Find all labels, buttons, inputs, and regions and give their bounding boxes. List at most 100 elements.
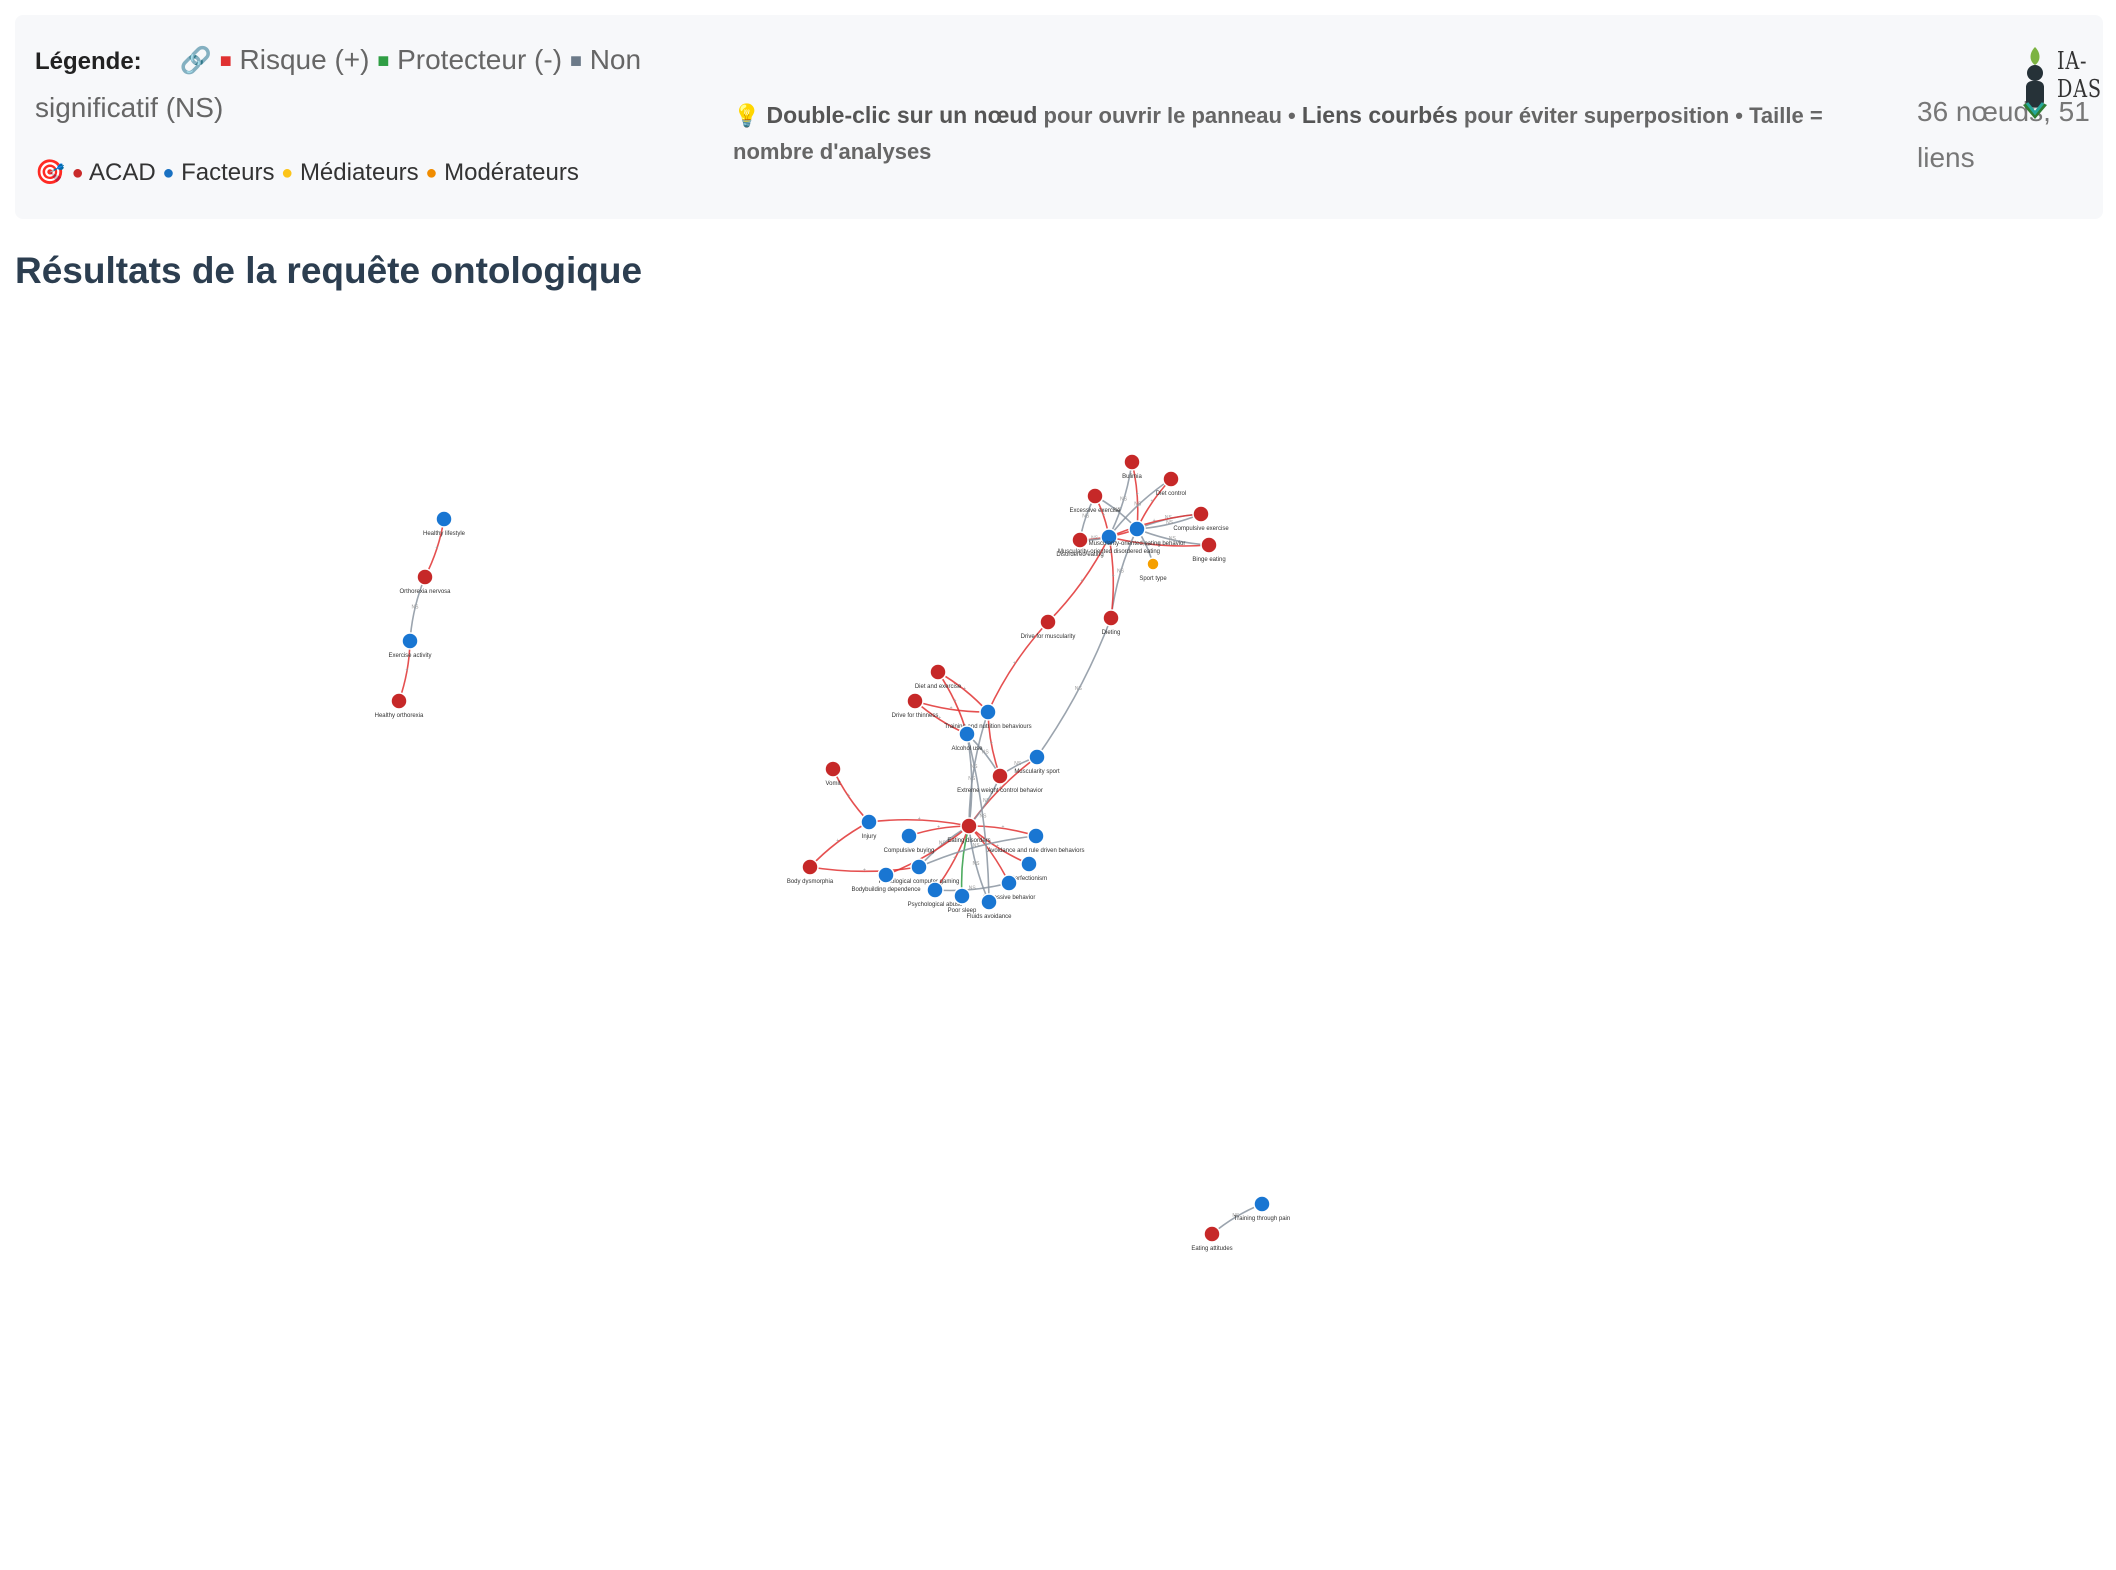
node-hub-b[interactable]: Muscularity-oriented eating behavior (1089, 520, 1186, 547)
node-exercise-activity[interactable]: Exercise activity (388, 632, 432, 659)
node-eating-disorders[interactable]: Eating disorders (947, 817, 991, 844)
network-graph[interactable]: +NS+++NSNSNS+NSNS+++NSNS+NS++NS+++++NSNS… (0, 300, 2116, 1570)
edge-hub_a-binge_eating[interactable] (1108, 536, 1210, 547)
node-pathological-gaming[interactable]: Pathological computer gaming (879, 858, 960, 885)
node-circle[interactable] (1146, 557, 1160, 571)
node-alcohol-use[interactable]: Alcohol use (951, 725, 983, 752)
node-orthorexia-nervosa[interactable]: Orthorexia nervosa (399, 568, 451, 595)
node-diet-control[interactable]: Diet control (1156, 470, 1186, 497)
edge-label: + (847, 793, 850, 799)
edge-body_dysmorphia-pathological_gaming[interactable] (809, 866, 920, 873)
node-circle[interactable] (979, 703, 997, 721)
edge-drive_muscularity-training_nutrition[interactable] (987, 621, 1049, 713)
node-circle[interactable] (1039, 613, 1057, 631)
node-label: Diet and exercise (915, 684, 962, 690)
node-healthy-orthorexia[interactable]: Healthy orthorexia (375, 692, 424, 719)
edge-pathological_gaming-avoidance[interactable] (918, 835, 1037, 868)
node-circle[interactable] (1086, 487, 1104, 505)
node-circle[interactable] (1128, 520, 1146, 538)
node-hub-a[interactable]: Muscularity-oriented disordered eating (1058, 528, 1160, 555)
node-circle[interactable] (435, 510, 453, 528)
node-circle[interactable] (860, 813, 878, 831)
node-vomit[interactable]: Vomit (824, 760, 842, 787)
edge-hub_a-compulsive_exercise[interactable] (1108, 513, 1202, 538)
node-circle[interactable] (1162, 470, 1180, 488)
edge-injury-body_dysmorphia[interactable] (809, 821, 870, 868)
node-circle[interactable] (906, 692, 924, 710)
node-label: Compulsive buying (884, 848, 935, 854)
edge-label: NS (1232, 1213, 1240, 1219)
node-circle[interactable] (877, 866, 895, 884)
node-sport-type[interactable]: Sport type (1139, 557, 1167, 582)
node-circle[interactable] (958, 725, 976, 743)
node-circle[interactable] (1071, 531, 1089, 549)
node-circle[interactable] (1028, 748, 1046, 766)
node-poor-sleep[interactable]: Poor sleep (948, 887, 977, 914)
edge-hub_a-drive_muscularity[interactable] (1047, 536, 1110, 623)
node-circle[interactable] (980, 893, 998, 911)
edge-label: NS (1014, 761, 1022, 767)
node-body-dysmorphia[interactable]: Body dysmorphia (787, 858, 834, 885)
node-fluids[interactable]: Fluids avoidance (966, 893, 1012, 920)
node-perfectionism[interactable]: Perfectionism (1011, 855, 1047, 882)
node-excessive-exercise[interactable]: Excessive exercise (1069, 487, 1121, 514)
node-psychological-abuse[interactable]: Psychological abuse (908, 881, 963, 908)
node-circle[interactable] (1200, 536, 1218, 554)
node-label: Extreme weight control behavior (957, 788, 1043, 794)
node-compulsive-buying[interactable]: Compulsive buying (884, 827, 935, 854)
node-circle[interactable] (929, 663, 947, 681)
node-training-nutrition[interactable]: Training and nutrition behaviours (944, 703, 1032, 730)
node-circle[interactable] (1192, 505, 1210, 523)
node-avoidance[interactable]: Avoidance and rule driven behaviors (988, 827, 1085, 854)
node-obsessive[interactable]: Obsessive behavior (983, 874, 1036, 901)
edge-label: NS (1134, 502, 1142, 508)
node-circle[interactable] (953, 887, 971, 905)
edge-dieting-muscularity_sport[interactable] (1036, 617, 1112, 758)
edge-label: + (996, 843, 999, 849)
edge-training_nutrition-diet_exercise[interactable] (937, 671, 989, 713)
node-circle[interactable] (1020, 855, 1038, 873)
node-drive-muscularity[interactable]: Drive for muscularity (1021, 613, 1076, 640)
node-circle[interactable] (1102, 609, 1120, 627)
node-circle[interactable] (1000, 874, 1018, 892)
node-circle[interactable] (991, 767, 1009, 785)
node-circle[interactable] (926, 881, 944, 899)
node-eating-attitudes[interactable]: Eating attitudes (1191, 1225, 1233, 1252)
node-circle[interactable] (824, 760, 842, 778)
node-bulimia[interactable]: Bulimia (1122, 453, 1142, 480)
node-diet-exercise[interactable]: Diet and exercise (915, 663, 962, 690)
node-disordered-eating[interactable]: Disordered eating (1056, 531, 1104, 558)
node-circle[interactable] (900, 827, 918, 845)
node-label: Muscularity-oriented disordered eating (1058, 549, 1160, 555)
node-circle[interactable] (1100, 528, 1118, 546)
node-training-pain[interactable]: Training through pain (1234, 1195, 1290, 1222)
node-circle[interactable] (910, 858, 928, 876)
node-circle[interactable] (1123, 453, 1141, 471)
edge-alcohol_use-fluids[interactable] (966, 733, 990, 903)
node-label: Sport type (1139, 576, 1167, 582)
node-circle[interactable] (390, 692, 408, 710)
node-binge-eating[interactable]: Binge eating (1192, 536, 1226, 563)
node-circle[interactable] (960, 817, 978, 835)
node-dieting[interactable]: Dieting (1102, 609, 1121, 636)
legend-title: Légende: (35, 48, 142, 75)
node-compulsive-exercise[interactable]: Compulsive exercise (1173, 505, 1229, 532)
edge-injury-eating_disorders[interactable] (868, 818, 970, 827)
node-healthy-lifestyle[interactable]: Healthy lifestyle (423, 510, 466, 537)
edge-bodybuilding-eating_disorders[interactable] (885, 825, 970, 876)
node-drive-thinness[interactable]: Drive for thinness (892, 692, 939, 719)
node-circle[interactable] (1253, 1195, 1271, 1213)
node-circle[interactable] (801, 858, 819, 876)
node-label: Pathological computer gaming (879, 879, 960, 885)
node-circle[interactable] (401, 632, 419, 650)
node-extreme-weight[interactable]: Extreme weight control behavior (957, 767, 1043, 794)
node-circle[interactable] (1203, 1225, 1221, 1243)
node-circle[interactable] (416, 568, 434, 586)
legend-ns-label: Non significatif (NS) (35, 44, 642, 123)
node-bodybuilding[interactable]: Bodybuilding dependence (851, 866, 921, 893)
node-circle[interactable] (1027, 827, 1045, 845)
node-muscularity-sport[interactable]: Muscularity sport (1014, 748, 1060, 775)
node-injury[interactable]: Injury (860, 813, 878, 840)
ia-das-logo: IA-DAS (2015, 43, 2115, 123)
edge-injury-vomit[interactable] (832, 768, 870, 823)
